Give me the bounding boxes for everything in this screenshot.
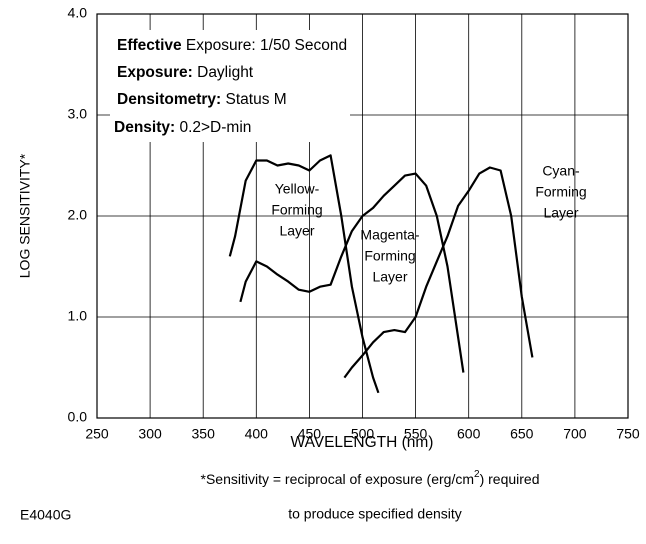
condition-value: Exposure: 1/50 Second	[182, 37, 347, 54]
x-axis-label: WAVELENGTH (nm)	[291, 434, 434, 451]
x-tick-label: 700	[563, 426, 587, 442]
condition-key: Densitometry:	[117, 91, 221, 108]
x-tick-label: 550	[404, 426, 428, 442]
x-tick-label: 750	[616, 426, 640, 442]
footnote-sup: 2	[474, 469, 480, 480]
footnote-text: *Sensitivity = reciprocal of exposure (e…	[201, 471, 475, 487]
sensitivity-curve	[228, 154, 380, 394]
conditions-background	[110, 30, 350, 142]
x-tick-label: 250	[85, 426, 109, 442]
layer-label: Yellow-	[275, 181, 320, 197]
y-axis-label: LOG SENSITIVITY*	[17, 153, 33, 278]
y-tick-label: 0.0	[68, 409, 88, 425]
condition-key: Exposure:	[117, 64, 193, 81]
condition-line: Exposure: Daylight	[117, 64, 254, 81]
y-tick-label: 3.0	[68, 106, 88, 122]
layer-label: Magenta-	[360, 227, 419, 243]
x-tick-label: 650	[510, 426, 534, 442]
layer-label: Layer	[279, 223, 314, 239]
sensitivity-curve	[239, 172, 465, 373]
layer-label: Forming	[271, 202, 322, 218]
figure-code: E4040G	[20, 507, 71, 523]
x-tick-label: 600	[457, 426, 481, 442]
y-tick-label: 4.0	[68, 5, 88, 21]
condition-value: 0.2>D-min	[175, 119, 251, 136]
y-tick-label: 2.0	[68, 207, 88, 223]
layer-label: Cyan-	[542, 163, 580, 179]
x-tick-label: 400	[245, 426, 269, 442]
layer-label: Layer	[543, 205, 578, 221]
layer-label: Forming	[364, 248, 415, 264]
condition-line: Density: 0.2>D-min	[114, 119, 251, 136]
y-tick-label: 1.0	[68, 308, 88, 324]
x-tick-label: 300	[138, 426, 162, 442]
condition-line: Densitometry: Status M	[117, 91, 287, 108]
condition-key: Density:	[114, 119, 175, 136]
x-tick-label: 350	[192, 426, 216, 442]
x-tick-label: 450	[298, 426, 322, 442]
x-tick-label: 500	[351, 426, 375, 442]
footnote-line2: to produce specified density	[288, 506, 462, 522]
footnote: *Sensitivity = reciprocal of exposure (e…	[201, 469, 540, 487]
condition-value: Daylight	[193, 64, 254, 81]
layer-label: Forming	[535, 184, 586, 200]
condition-line: Effective Exposure: 1/50 Second	[117, 37, 347, 54]
plot-frame	[96, 13, 629, 419]
footnote-text: ) required	[480, 471, 540, 487]
condition-value: Status M	[221, 91, 286, 108]
sensitivity-curve	[343, 166, 534, 379]
layer-label: Layer	[372, 269, 407, 285]
condition-key: Effective	[117, 37, 182, 54]
